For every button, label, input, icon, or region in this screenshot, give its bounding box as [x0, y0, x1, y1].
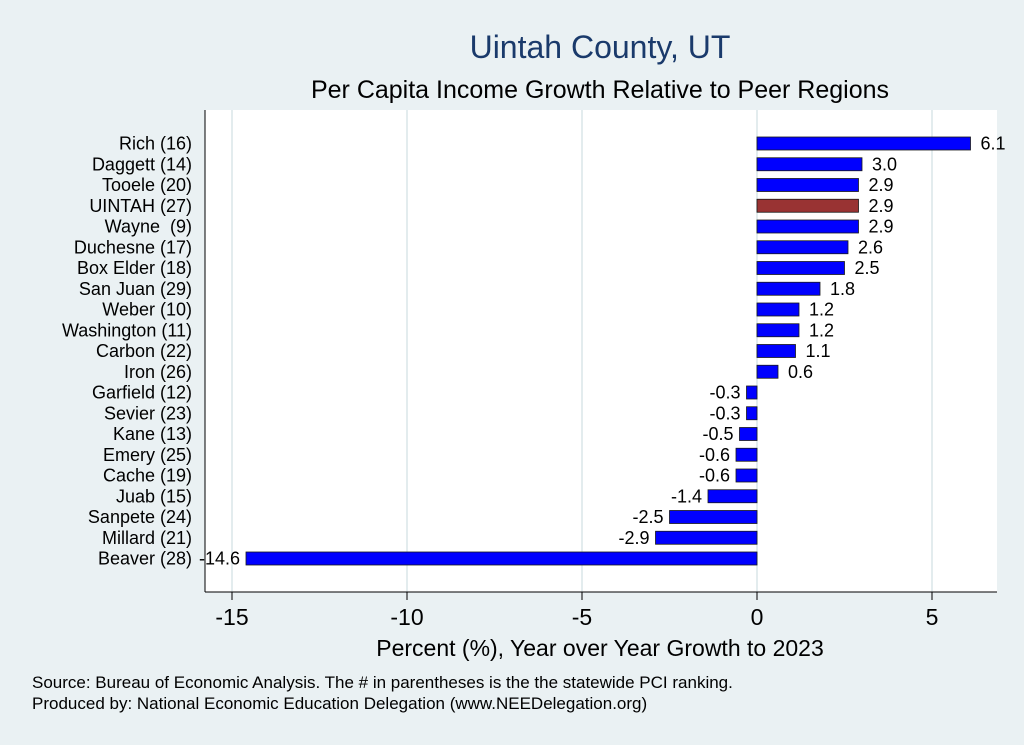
bar: [756, 178, 859, 192]
value-labels: 6.13.02.92.92.92.62.51.81.21.21.10.6-0.3…: [199, 134, 1006, 569]
data-label: 2.9: [869, 175, 894, 195]
chart-title: Uintah County, UT: [470, 29, 731, 65]
category-label: Wayne (9): [105, 217, 192, 237]
data-label: -0.3: [709, 383, 740, 403]
data-label: 3.0: [872, 154, 897, 174]
category-label: Millard (21): [102, 528, 192, 548]
bar: [756, 240, 849, 255]
data-label: 6.1: [981, 134, 1006, 154]
x-tick-label: -10: [390, 604, 423, 630]
data-label: 1.1: [806, 341, 831, 361]
category-label: Garfield (12): [92, 383, 192, 403]
category-labels: Rich (16)Daggett (14)Tooele (20)UINTAH (…: [62, 134, 192, 569]
category-label: Sanpete (24): [88, 507, 192, 527]
x-ticks: -15 -10 -5 0 5: [215, 592, 938, 630]
data-label: 2.5: [855, 258, 880, 278]
data-label: -1.4: [671, 486, 702, 506]
bar: [756, 198, 859, 213]
bar: [756, 364, 779, 379]
category-label: Kane (13): [113, 424, 192, 444]
bar: [756, 281, 821, 296]
bar: [735, 468, 758, 483]
data-label: 2.9: [869, 217, 894, 237]
data-label: -2.5: [632, 507, 663, 527]
bar: [655, 530, 758, 545]
bar: [739, 427, 758, 441]
category-label: Carbon (22): [96, 341, 192, 361]
category-label: Rich (16): [119, 134, 192, 154]
data-label: 1.2: [809, 300, 834, 320]
bar: [756, 302, 800, 317]
x-axis-label: Percent (%), Year over Year Growth to 20…: [376, 635, 824, 661]
data-label: -0.6: [699, 445, 730, 465]
bars: [245, 136, 971, 566]
data-label: -0.5: [702, 424, 733, 444]
x-tick-label: -15: [215, 604, 248, 630]
category-label: Cache (19): [103, 466, 192, 486]
plot-area: [205, 110, 997, 592]
data-label: 2.9: [869, 196, 894, 216]
category-label: San Juan (29): [79, 279, 192, 299]
chart-subtitle: Per Capita Income Growth Relative to Pee…: [311, 76, 889, 104]
bar: [756, 157, 863, 172]
bar: [756, 323, 800, 338]
data-label: 0.6: [788, 362, 813, 382]
category-label: Sevier (23): [104, 403, 192, 423]
produced-by-note: Produced by: National Economic Education…: [32, 694, 647, 713]
category-label: Iron (26): [124, 362, 192, 382]
category-label: UINTAH (27): [89, 196, 192, 216]
category-label: Weber (10): [102, 300, 192, 320]
data-label: 1.8: [830, 279, 855, 299]
x-tick-label: -5: [572, 604, 592, 630]
data-label: -2.9: [618, 528, 649, 548]
x-tick-label: 0: [751, 604, 764, 630]
bar: [735, 447, 758, 462]
bar: [245, 551, 758, 566]
data-label: -14.6: [199, 549, 240, 569]
category-label: Juab (15): [116, 486, 192, 506]
bar: [669, 510, 758, 524]
category-label: Emery (25): [103, 445, 192, 465]
bar: [746, 406, 758, 421]
bar: [756, 344, 796, 358]
bar: [707, 489, 758, 504]
bar: [756, 136, 971, 151]
bar: [746, 385, 758, 400]
data-label: 2.6: [858, 237, 883, 257]
data-label: -0.3: [709, 403, 740, 423]
x-tick-label: 5: [926, 604, 939, 630]
bar: [756, 219, 859, 234]
category-label: Washington (11): [62, 320, 192, 340]
bar: [756, 261, 845, 275]
data-label: 1.2: [809, 320, 834, 340]
category-label: Daggett (14): [92, 154, 192, 174]
source-note: Source: Bureau of Economic Analysis. The…: [32, 673, 733, 692]
category-label: Beaver (28): [98, 549, 192, 569]
category-label: Duchesne (17): [74, 237, 192, 257]
category-label: Tooele (20): [102, 175, 192, 195]
category-label: Box Elder (18): [77, 258, 192, 278]
data-label: -0.6: [699, 466, 730, 486]
